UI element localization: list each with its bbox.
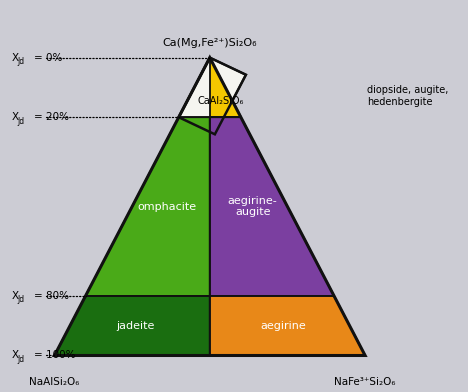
Polygon shape	[54, 296, 210, 356]
Text: = 100%: = 100%	[34, 350, 75, 361]
Text: Ca(Mg,Fe²⁺)Si₂O₆: Ca(Mg,Fe²⁺)Si₂O₆	[162, 38, 257, 48]
Polygon shape	[86, 117, 210, 296]
Polygon shape	[210, 296, 365, 356]
Text: = 0%: = 0%	[34, 53, 62, 63]
Polygon shape	[210, 117, 334, 296]
Text: X: X	[12, 112, 19, 122]
Text: jadeite: jadeite	[117, 321, 155, 331]
Text: X: X	[12, 53, 19, 63]
Polygon shape	[210, 58, 241, 117]
Text: X: X	[12, 350, 19, 361]
Text: omphacite: omphacite	[138, 201, 197, 212]
Text: Jd: Jd	[18, 295, 25, 304]
Text: = 80%: = 80%	[34, 291, 69, 301]
Text: diopside, augite,
hedenbergite: diopside, augite, hedenbergite	[367, 85, 448, 107]
Text: Jd: Jd	[18, 355, 25, 364]
Text: NaAlSi₂O₆: NaAlSi₂O₆	[29, 377, 80, 387]
Text: CaAl₂SiO₆: CaAl₂SiO₆	[197, 96, 244, 106]
Text: NaFe³⁺Si₂O₆: NaFe³⁺Si₂O₆	[334, 377, 396, 387]
Text: Jd: Jd	[18, 57, 25, 66]
Text: = 20%: = 20%	[34, 112, 69, 122]
Text: Jd: Jd	[18, 116, 25, 125]
Polygon shape	[179, 58, 246, 134]
Text: aegirine: aegirine	[261, 321, 307, 331]
Text: aegirine-
augite: aegirine- augite	[228, 196, 278, 218]
Text: X: X	[12, 291, 19, 301]
